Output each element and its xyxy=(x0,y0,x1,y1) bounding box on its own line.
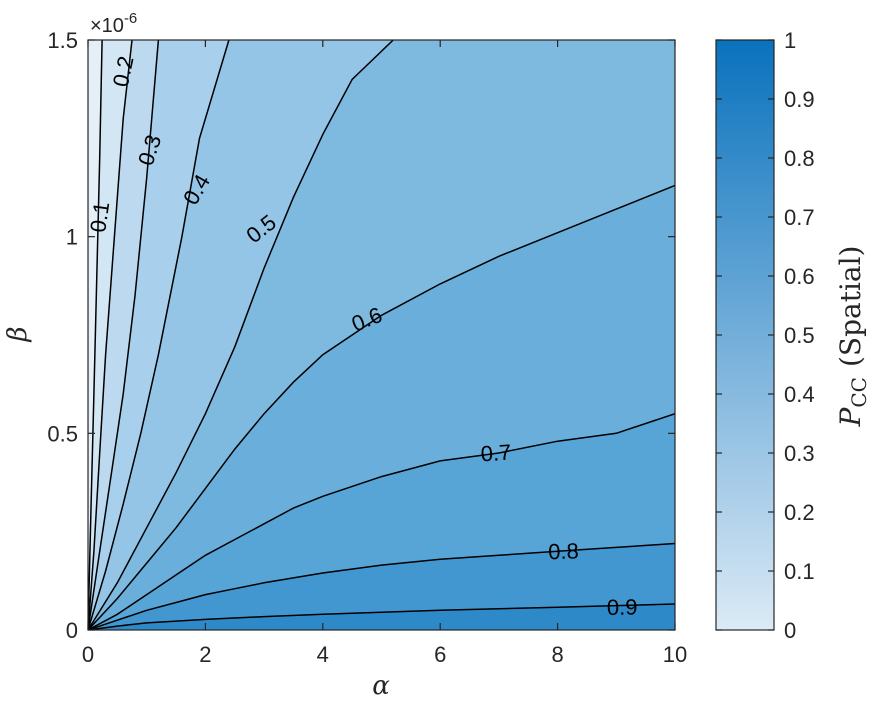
y-exponent-base: ×10 xyxy=(90,15,124,37)
colorbar-tick-label: 0.1 xyxy=(784,559,815,584)
y-axis-label: β xyxy=(3,326,33,342)
x-tick-label: 4 xyxy=(317,642,329,667)
colorbar-gradient xyxy=(715,39,775,631)
contour-labels: 0.10.20.30.40.50.60.70.80.9 xyxy=(85,54,637,620)
plot-area xyxy=(88,40,675,630)
contour-line-0.9 xyxy=(88,603,675,630)
contour-label-0.7: 0.7 xyxy=(480,439,512,466)
region-fill-0.9 xyxy=(88,604,675,630)
x-tick-label: 8 xyxy=(551,642,563,667)
colorbar-title-sub: CC xyxy=(847,377,871,408)
y-tick-label: 0.5 xyxy=(47,421,78,446)
contour-line-0.6 xyxy=(88,184,675,630)
colorbar-tick-label: 0.7 xyxy=(784,205,815,230)
y-tick-label: 0 xyxy=(66,618,78,643)
colorbar-tick-label: 0.2 xyxy=(784,500,815,525)
colorbar-tick-label: 0.5 xyxy=(784,323,815,348)
contour-line-0.4 xyxy=(88,40,230,630)
y-exponent-label: ×10-6 xyxy=(90,10,137,37)
x-tick-label: 10 xyxy=(663,642,687,667)
colorbar-title-rest: (Spatial) xyxy=(834,246,867,368)
contour-line-0.2 xyxy=(88,40,133,630)
x-tick-label: 6 xyxy=(434,642,446,667)
colorbar-tick-label: 1 xyxy=(784,28,796,53)
colorbar-tick-label: 0.3 xyxy=(784,441,815,466)
colorbar-tick-label: 0.6 xyxy=(784,264,815,289)
contour-line-0.1 xyxy=(88,40,103,630)
x-tick-label: 0 xyxy=(82,642,94,667)
colorbar-title-main: P xyxy=(834,406,867,427)
y-tick-label: 1.5 xyxy=(47,28,78,53)
contour-line-0.3 xyxy=(88,40,160,630)
plot-frame xyxy=(87,39,676,631)
x-tick-label: 2 xyxy=(199,642,211,667)
contour-lines xyxy=(88,40,675,630)
colorbar-tick-label: 0.4 xyxy=(784,382,815,407)
contour-label-0.2: 0.2 xyxy=(108,54,139,89)
y-tick-label: 1 xyxy=(66,225,78,250)
y-exponent-power: -6 xyxy=(124,10,137,27)
contour-label-0.1: 0.1 xyxy=(85,200,114,234)
contour-line-0.7 xyxy=(88,412,675,630)
axes: 0 2 4 6 8 10 0 0.5 1 1.5 xyxy=(47,28,687,667)
contour-line-0.8 xyxy=(88,542,675,630)
colorbar-tick-label: 0.9 xyxy=(784,87,815,112)
colorbar-title: PCC (Spatial) xyxy=(834,246,871,428)
colorbar-tick-label: 0 xyxy=(784,618,796,643)
contour-label-0.8: 0.8 xyxy=(548,538,579,564)
contour-label-0.9: 0.9 xyxy=(607,594,638,620)
colorbar-tick-label: 0.8 xyxy=(784,146,815,171)
colorbar: 0 0.1 0.2 0.3 0.4 0.5 0.6 0.7 0.8 0.9 1 xyxy=(715,28,815,643)
x-axis-label: α xyxy=(372,671,390,701)
contour-line-0.5 xyxy=(88,40,394,630)
